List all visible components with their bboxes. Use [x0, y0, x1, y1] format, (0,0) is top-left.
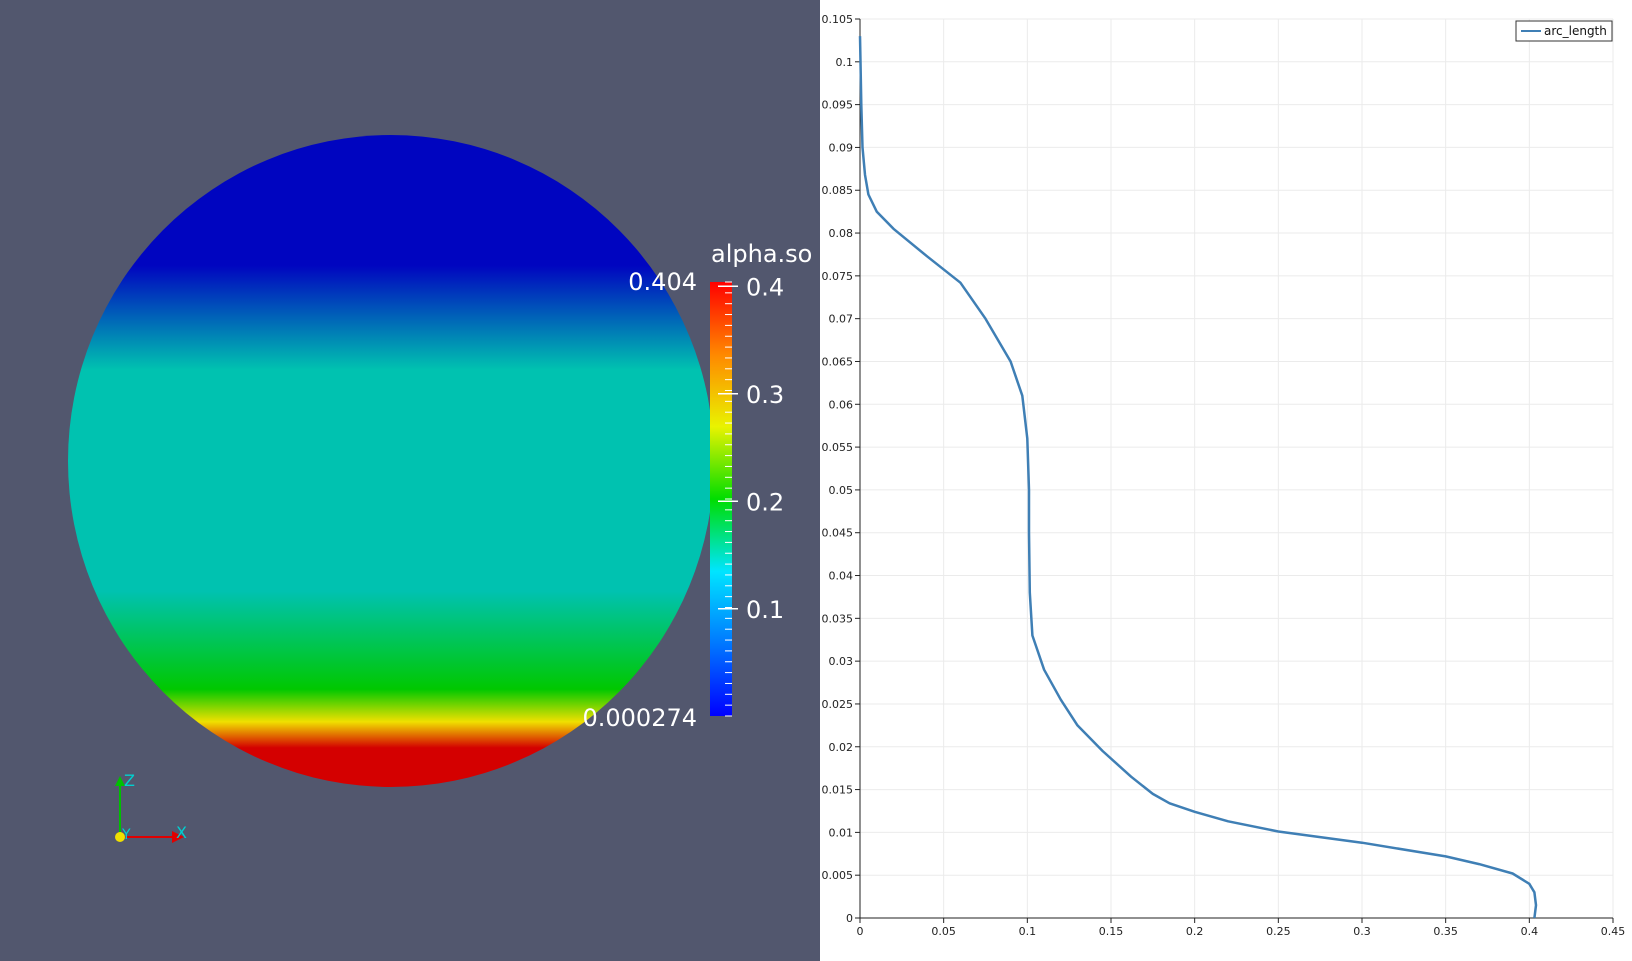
triad-z-label: Z	[124, 771, 135, 790]
y-tick-label: 0.065	[822, 355, 853, 368]
y-axis-ticks: 0 0.005 0.01 0.015 0.02 0.025 0.03 0.035 0.04 0.0…	[822, 13, 860, 925]
colorbar-title: alpha.so	[711, 240, 812, 268]
y-tick-label: 0.085	[822, 184, 853, 197]
chart-grid	[859, 18, 1614, 919]
x-tick-label: 0.25	[1266, 925, 1291, 938]
colorbar-tick-label: 0.4	[746, 273, 784, 301]
y-tick-label: 0.005	[822, 869, 853, 882]
series-line-arc-length	[858, 36, 1538, 919]
y-tick-label: 0.06	[829, 398, 854, 411]
triad-y-label: Y	[121, 827, 131, 843]
colorbar-min-label: 0.000274	[582, 704, 697, 732]
y-tick-label: 0.1	[836, 56, 854, 69]
line-chart-view[interactable]: 0 0.05 0.1 0.15 0.2 0.25 0.3 0.35 0.4 0.45 0 0.005…	[822, 0, 1632, 961]
x-tick-label: 0.35	[1433, 925, 1458, 938]
y-tick-label: 0.01	[829, 826, 854, 839]
x-axis-ticks: 0 0.05 0.1 0.15 0.2 0.25 0.3 0.35 0.4 0.45	[857, 918, 1626, 938]
x-tick-label: 0.05	[931, 925, 956, 938]
colorbar: alpha.so 0.404 0.000274 0.4 0.3 0.2 0.1	[582, 240, 812, 732]
view-divider[interactable]	[820, 0, 822, 961]
triad-x-label: X	[176, 823, 187, 842]
colorbar-max-label: 0.404	[628, 268, 697, 296]
y-tick-label: 0.08	[829, 227, 854, 240]
x-tick-label: 0	[857, 925, 864, 938]
x-tick-label: 0.2	[1186, 925, 1204, 938]
colorbar-ticks	[718, 281, 738, 717]
y-tick-label: 0.025	[822, 698, 853, 711]
axes-triad: Z Y X	[115, 771, 187, 843]
colorbar-tick-label: 0.3	[746, 381, 784, 409]
colorbar-tick-label: 0.1	[746, 596, 784, 624]
x-tick-label: 0.45	[1601, 925, 1626, 938]
y-tick-label: 0.015	[822, 784, 853, 797]
triad-y-axis	[115, 832, 125, 842]
y-tick-label: 0.02	[829, 741, 854, 754]
legend-box	[1515, 20, 1613, 42]
chart-legend[interactable]: arc_length	[1515, 20, 1613, 42]
x-tick-label: 0.15	[1099, 925, 1124, 938]
render-view[interactable]: alpha.so 0.404 0.000274 0.4 0.3 0.2 0.1 Z Y…	[0, 0, 820, 961]
y-tick-label: 0.105	[822, 13, 853, 26]
y-tick-label: 0.035	[822, 612, 853, 625]
triad-x-arrowhead	[172, 831, 184, 843]
render-canvas[interactable]: alpha.so 0.404 0.000274 0.4 0.3 0.2 0.1 Z Y…	[0, 0, 820, 961]
y-tick-label: 0.05	[829, 484, 854, 497]
y-tick-label: 0.095	[822, 99, 853, 112]
y-tick-label: 0.07	[829, 313, 854, 326]
sphere-surface	[68, 135, 714, 787]
y-tick-label: 0.045	[822, 527, 853, 540]
chart-series	[858, 36, 1538, 919]
y-tick-label: 0.03	[829, 655, 854, 668]
x-tick-label: 0.3	[1353, 925, 1371, 938]
chart-axes	[859, 19, 1613, 919]
y-tick-label: 0.04	[829, 570, 854, 583]
y-tick-label: 0.055	[822, 441, 853, 454]
x-tick-label: 0.1	[1019, 925, 1037, 938]
colorbar-tick-label: 0.2	[746, 488, 784, 516]
y-tick-label: 0	[846, 912, 853, 925]
y-tick-label: 0.075	[822, 270, 853, 283]
y-tick-label: 0.09	[829, 141, 854, 154]
line-chart[interactable]: 0 0.05 0.1 0.15 0.2 0.25 0.3 0.35 0.4 0.45 0 0.005…	[822, 0, 1632, 961]
x-tick-label: 0.4	[1521, 925, 1539, 938]
legend-label-arc-length: arc_length	[1544, 24, 1607, 38]
triad-z-arrowhead	[115, 776, 125, 786]
